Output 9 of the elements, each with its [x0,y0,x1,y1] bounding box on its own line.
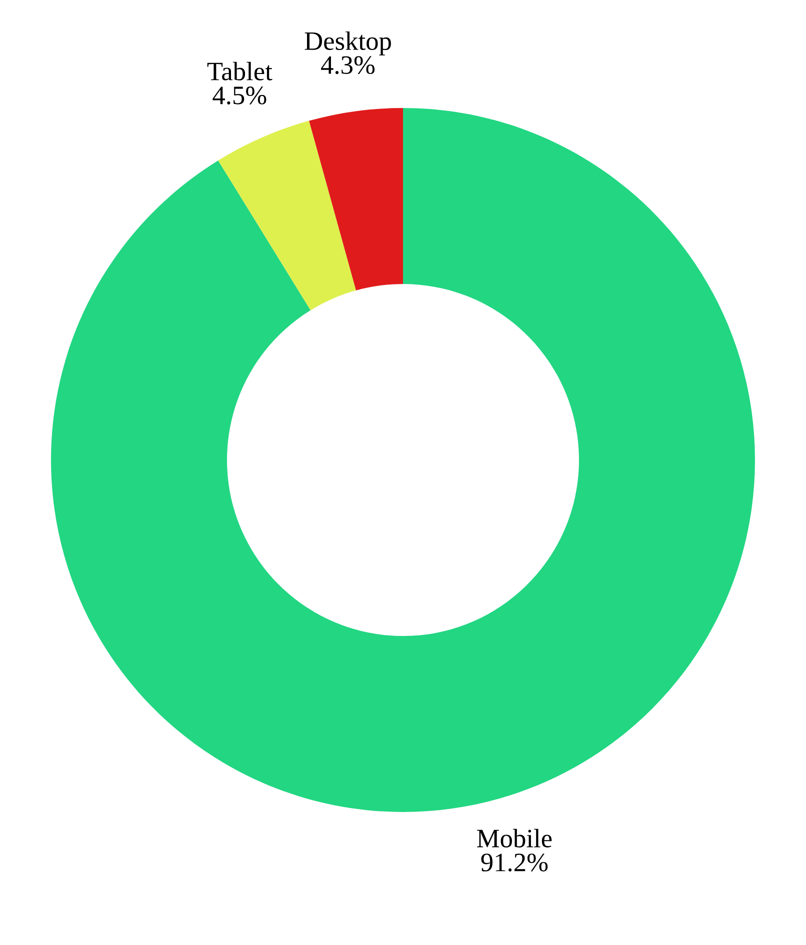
donut-slice [51,108,755,812]
data-label: 4.5% [212,86,266,104]
slice-label: Desktop [304,31,391,56]
data-label: 91.2% [481,854,548,872]
donut-slice [309,108,403,290]
slice-label: Tablet [207,62,272,80]
donut-slice [218,120,356,310]
slice-label: Mobile [477,828,552,848]
data-label: 4.3% [321,56,375,74]
